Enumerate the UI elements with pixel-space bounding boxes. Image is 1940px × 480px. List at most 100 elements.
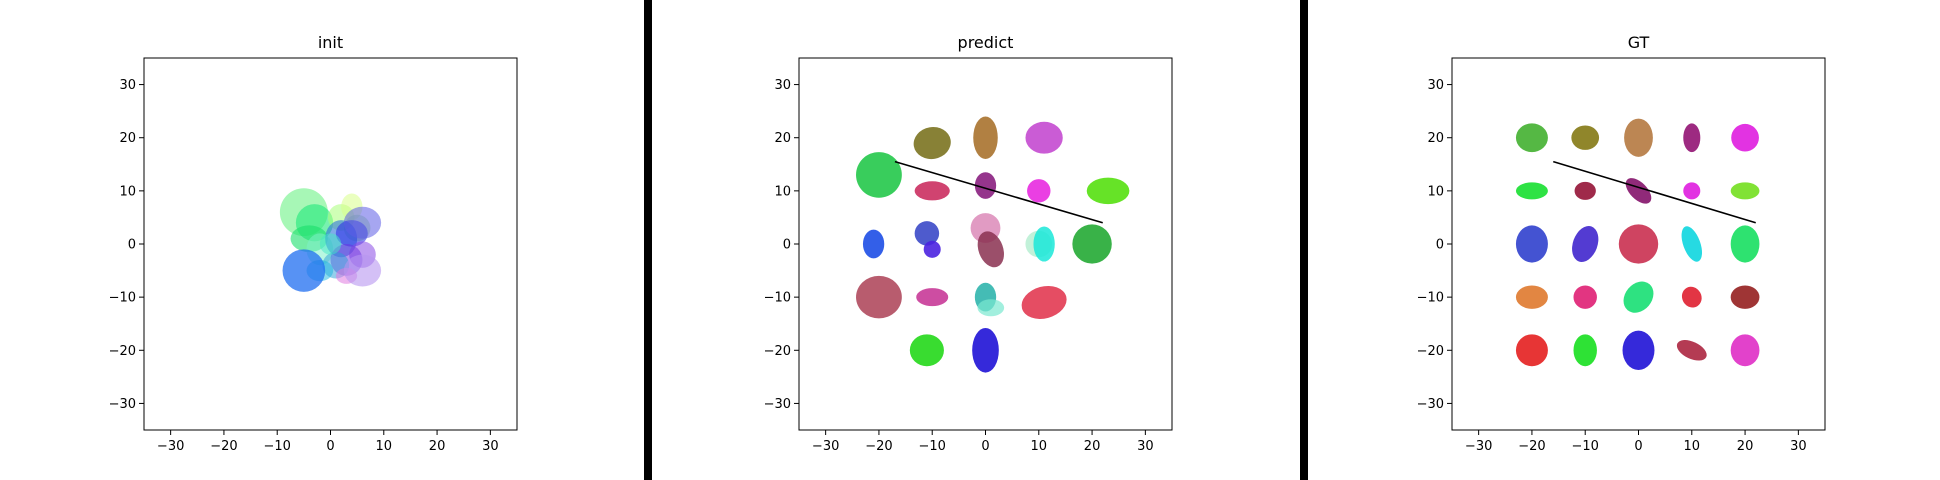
ellipse-predict-4 bbox=[914, 181, 950, 201]
ellipse-gt-19 bbox=[1730, 285, 1760, 309]
chart-title-init: init bbox=[318, 33, 343, 52]
y-tick-label-gt: 10 bbox=[1427, 184, 1444, 199]
plot-area-predict bbox=[856, 116, 1130, 373]
chart-title-gt: GT bbox=[1628, 33, 1650, 52]
x-tick-label-gt: 20 bbox=[1737, 439, 1754, 454]
y-tick-label-predict: 20 bbox=[774, 131, 791, 146]
ellipse-init-14 bbox=[343, 254, 382, 287]
y-tick-label-gt: 20 bbox=[1427, 131, 1444, 146]
x-tick-label-gt: 30 bbox=[1790, 439, 1807, 454]
ellipse-gt-5 bbox=[1515, 182, 1548, 200]
ellipse-predict-5 bbox=[974, 172, 997, 199]
x-tick-label-predict: −10 bbox=[918, 439, 945, 454]
ellipse-gt-21 bbox=[1573, 334, 1597, 367]
x-tick-label-predict: 20 bbox=[1084, 439, 1101, 454]
panel-predict: −30 −20 −10 0 10 20 30 −30 −20 −10 0 10 20 30 predict bbox=[764, 33, 1173, 454]
x-tick-label-predict: 0 bbox=[981, 439, 989, 454]
ellipse-predict-21 bbox=[909, 334, 944, 367]
x-tick-label-init: 0 bbox=[326, 439, 334, 454]
y-tick-label-gt: 30 bbox=[1427, 78, 1444, 93]
ellipse-predict-17 bbox=[916, 288, 949, 307]
y-tick-label-init: 20 bbox=[119, 131, 136, 146]
x-tick-label-init: 20 bbox=[429, 439, 446, 454]
ellipse-predict-10 bbox=[923, 240, 941, 258]
x-tick-label-predict: 10 bbox=[1031, 439, 1048, 454]
ellipse-gt-3 bbox=[1683, 123, 1701, 153]
ellipse-predict-20 bbox=[1021, 285, 1067, 319]
x-tick-label-gt: −20 bbox=[1518, 439, 1545, 454]
ellipse-gt-17 bbox=[1623, 281, 1654, 313]
ellipse-gt-13 bbox=[1681, 226, 1703, 262]
y-tick-label-predict: −30 bbox=[764, 397, 791, 412]
ellipse-gt-24 bbox=[1730, 334, 1760, 367]
y-tick-label-predict: 30 bbox=[774, 78, 791, 93]
ellipse-gt-7 bbox=[1625, 178, 1652, 204]
ellipse-gt-20 bbox=[1515, 334, 1548, 367]
ellipse-predict-16 bbox=[856, 275, 902, 319]
ellipse-predict-22 bbox=[972, 327, 999, 373]
ellipse-gt-14 bbox=[1730, 225, 1760, 263]
ellipse-predict-2 bbox=[1025, 121, 1063, 154]
ellipse-gt-22 bbox=[1622, 330, 1655, 370]
ellipse-gt-0 bbox=[1515, 123, 1548, 153]
x-tick-label-gt: −30 bbox=[1465, 439, 1492, 454]
ellipse-gt-11 bbox=[1572, 226, 1599, 262]
ellipse-predict-12 bbox=[977, 231, 1004, 268]
ellipse-gt-9 bbox=[1730, 182, 1760, 200]
y-tick-label-predict: −10 bbox=[764, 291, 791, 306]
plot-area-gt bbox=[1515, 118, 1760, 370]
y-tick-label-init: 10 bbox=[119, 184, 136, 199]
ellipse-gt-12 bbox=[1618, 224, 1659, 264]
ellipse-gt-1 bbox=[1571, 125, 1600, 150]
y-tick-label-gt: 0 bbox=[1436, 238, 1444, 253]
x-tick-label-gt: −10 bbox=[1571, 439, 1598, 454]
y-tick-label-predict: 0 bbox=[783, 238, 791, 253]
panel-divider-right bbox=[1300, 0, 1308, 480]
ellipse-gt-15 bbox=[1515, 285, 1548, 309]
ellipse-predict-14 bbox=[1033, 226, 1055, 262]
x-tick-label-init: −10 bbox=[263, 439, 290, 454]
x-tick-label-gt: 10 bbox=[1684, 439, 1701, 454]
ellipse-gt-8 bbox=[1683, 182, 1701, 200]
ellipse-gt-2 bbox=[1624, 118, 1653, 157]
panel-init: −30 −20 −10 0 10 20 30 −30 −20 −10 0 10 20 30 init bbox=[109, 33, 518, 454]
panel-gt: −30 −20 −10 0 10 20 30 −30 −20 −10 0 10 20 30 GT bbox=[1417, 33, 1826, 454]
ellipse-predict-15 bbox=[1072, 224, 1112, 264]
x-tick-label-predict: −20 bbox=[865, 439, 892, 454]
ellipse-gt-16 bbox=[1573, 285, 1597, 309]
x-tick-label-predict: −30 bbox=[812, 439, 839, 454]
panel-divider-left bbox=[644, 0, 652, 480]
chart-title-predict: predict bbox=[958, 33, 1014, 52]
y-tick-label-predict: 10 bbox=[774, 184, 791, 199]
y-tick-label-init: 30 bbox=[119, 78, 136, 93]
ellipse-gt-10 bbox=[1515, 225, 1548, 263]
y-tick-label-gt: −30 bbox=[1417, 397, 1444, 412]
ellipse-predict-7 bbox=[1086, 177, 1130, 205]
ellipse-gt-6 bbox=[1574, 181, 1596, 200]
ellipse-gt-18 bbox=[1681, 286, 1702, 308]
line-gt-0 bbox=[1553, 160, 1756, 224]
y-tick-label-init: 0 bbox=[128, 238, 136, 253]
ellipse-predict-3 bbox=[856, 152, 902, 198]
plot-area-init bbox=[279, 188, 382, 292]
ellipse-predict-9 bbox=[914, 221, 940, 246]
ellipse-init-16 bbox=[282, 249, 326, 292]
line-predict-0 bbox=[894, 160, 1103, 224]
y-tick-label-init: −30 bbox=[109, 397, 136, 412]
ellipse-init-17 bbox=[319, 233, 342, 255]
y-tick-label-gt: −10 bbox=[1417, 291, 1444, 306]
y-tick-label-gt: −20 bbox=[1417, 344, 1444, 359]
x-tick-label-init: −20 bbox=[210, 439, 237, 454]
x-tick-label-predict: 30 bbox=[1137, 439, 1154, 454]
x-tick-label-init: −30 bbox=[157, 439, 184, 454]
y-tick-label-init: −20 bbox=[109, 344, 136, 359]
y-tick-label-predict: −20 bbox=[764, 344, 791, 359]
ellipse-init-9 bbox=[343, 206, 382, 239]
ellipse-predict-1 bbox=[973, 116, 998, 159]
x-tick-label-init: 10 bbox=[376, 439, 393, 454]
ellipse-predict-19 bbox=[977, 299, 1005, 317]
ellipse-gt-23 bbox=[1676, 340, 1707, 361]
y-tick-label-init: −10 bbox=[109, 291, 136, 306]
